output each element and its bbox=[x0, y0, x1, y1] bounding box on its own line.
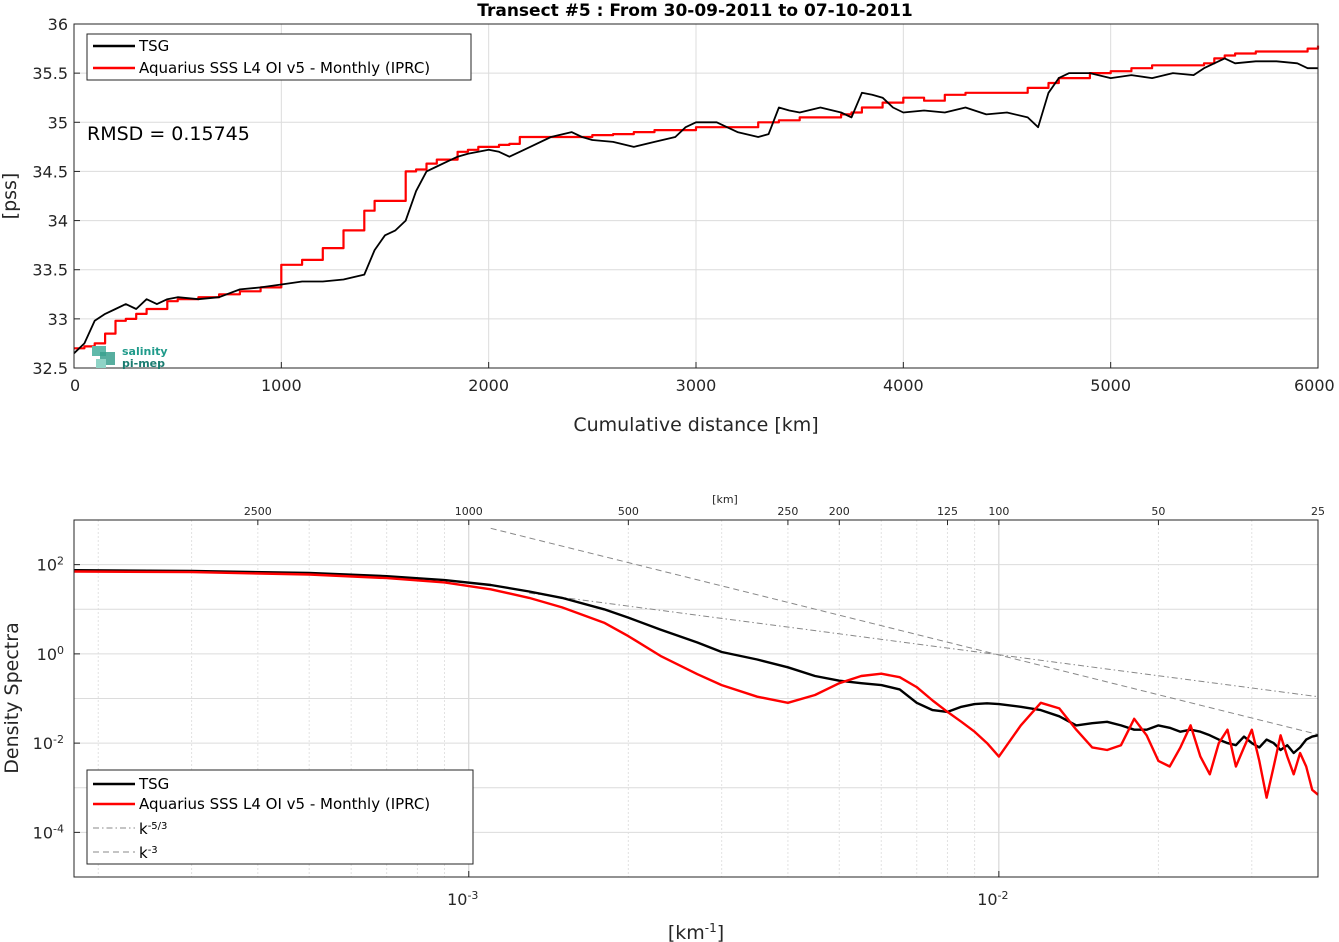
top-legend-label-aquarius: Aquarius SSS L4 OI v5 - Monthly (IPRC) bbox=[139, 59, 430, 77]
bottom-y-ticks: 10-4 10-2 100 102 bbox=[33, 554, 80, 842]
logo-block bbox=[96, 359, 106, 368]
top-axis-label: [km] bbox=[712, 493, 738, 506]
logo-line-2: pi-mep bbox=[122, 357, 165, 370]
bottom-y-tick-label: 100 bbox=[37, 643, 64, 664]
bottom-x-tick-label: 10-3 bbox=[447, 889, 478, 910]
top-km-tick-label: 250 bbox=[777, 505, 798, 518]
top-km-tick-label: 500 bbox=[618, 505, 639, 518]
bottom-series-aquarius-line bbox=[73, 570, 1319, 799]
top-x-tick-label: 6000 bbox=[1294, 376, 1335, 395]
top-y-tick-label: 36 bbox=[48, 15, 68, 34]
bottom-y-tick-label: 10-4 bbox=[33, 822, 64, 843]
bottom-top-ticks: 2500 1000 500 250 200 125 100 50 25 bbox=[244, 505, 1325, 525]
logo-line-1: salinity bbox=[122, 345, 168, 358]
logo-block bbox=[92, 346, 106, 356]
bottom-x-axis-label: [km-1] bbox=[668, 921, 724, 942]
top-x-ticks: 0 1000 2000 3000 4000 5000 6000 bbox=[70, 362, 1335, 395]
top-legend: TSG Aquarius SSS L4 OI v5 - Monthly (IPR… bbox=[86, 33, 472, 81]
top-y-tick-label: 33 bbox=[48, 310, 68, 329]
top-km-tick-label: 125 bbox=[937, 505, 958, 518]
top-y-tick-label: 34.5 bbox=[32, 162, 68, 181]
bottom-x-tick-label: 10-2 bbox=[977, 889, 1008, 910]
bottom-plot-frame bbox=[73, 519, 1319, 878]
top-y-axis-label: [pss] bbox=[0, 173, 21, 220]
bottom-legend-label-aquarius: Aquarius SSS L4 OI v5 - Monthly (IPRC) bbox=[139, 795, 430, 813]
top-y-tick-label: 34 bbox=[48, 212, 68, 231]
bottom-series bbox=[73, 527, 1319, 799]
top-x-tick-label: 4000 bbox=[883, 376, 924, 395]
top-x-tick-label: 3000 bbox=[676, 376, 717, 395]
top-km-tick-label: 50 bbox=[1151, 505, 1165, 518]
salinity-pi-mep-logo: salinity pi-mep bbox=[92, 345, 168, 370]
rmsd-annotation: RMSD = 0.15745 bbox=[87, 123, 250, 145]
top-y-tick-label: 35.5 bbox=[32, 64, 68, 83]
bottom-y-axis-label: Density Spectra bbox=[1, 622, 23, 773]
top-y-tick-label: 32.5 bbox=[32, 359, 68, 378]
top-km-tick-label: 200 bbox=[829, 505, 850, 518]
top-legend-label-tsg: TSG bbox=[138, 37, 169, 55]
top-x-tick-label: 0 bbox=[70, 376, 80, 395]
bottom-legend-box bbox=[86, 769, 474, 865]
top-km-tick-label: 2500 bbox=[244, 505, 272, 518]
top-x-axis-label: Cumulative distance [km] bbox=[573, 414, 818, 436]
top-x-tick-label: 1000 bbox=[261, 376, 302, 395]
bottom-legend-label-tsg: TSG bbox=[138, 775, 169, 793]
top-y-tick-label: 35 bbox=[48, 113, 68, 132]
top-x-tick-label: 5000 bbox=[1090, 376, 1131, 395]
transect-chart: Transect #5 : From 30-09-2011 to 07-10-2… bbox=[0, 1, 1335, 436]
bottom-series-k53-line bbox=[529, 592, 1319, 698]
bottom-y-tick-label: 102 bbox=[37, 554, 64, 575]
top-km-tick-label: 25 bbox=[1311, 505, 1325, 518]
top-km-tick-label: 1000 bbox=[455, 505, 483, 518]
spectra-chart: 10-3 10-2 2500 1000 500 250 200 125 100 50 25 10-… bbox=[1, 493, 1325, 942]
top-series-tsg-line bbox=[73, 57, 1318, 354]
top-x-tick-label: 2000 bbox=[468, 376, 509, 395]
bottom-legend: TSG Aquarius SSS L4 OI v5 - Monthly (IPR… bbox=[86, 769, 474, 865]
chart-title: Transect #5 : From 30-09-2011 to 07-10-2… bbox=[477, 1, 913, 21]
top-y-tick-label: 33.5 bbox=[32, 261, 68, 280]
top-km-tick-label: 100 bbox=[988, 505, 1009, 518]
top-legend-box bbox=[86, 33, 472, 81]
bottom-y-tick-label: 10-2 bbox=[33, 733, 64, 754]
bottom-series-k3-line bbox=[490, 527, 1319, 735]
top-series bbox=[73, 45, 1320, 354]
top-y-ticks: 32.5 33 33.5 34 34.5 35 35.5 36 bbox=[32, 15, 80, 378]
